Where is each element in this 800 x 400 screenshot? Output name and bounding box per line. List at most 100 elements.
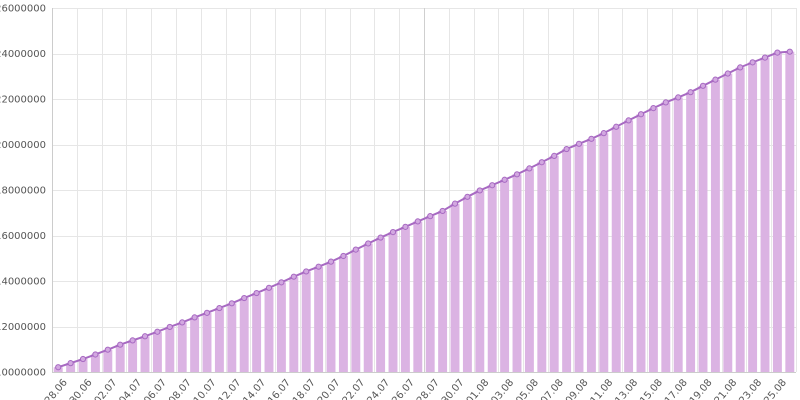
x-tick-label: 04.07 (117, 377, 144, 400)
bar (115, 344, 125, 372)
bar (772, 52, 782, 373)
data-point (613, 123, 620, 130)
data-point (439, 207, 446, 215)
bar (648, 108, 658, 372)
data-point (191, 314, 198, 321)
data-point (501, 176, 508, 183)
data-point (600, 130, 607, 137)
x-tick-label: 14.07 (241, 377, 268, 400)
data-point (662, 99, 669, 106)
x-tick-label: 02.07 (93, 377, 120, 400)
x-tick-label: 28.06 (43, 377, 70, 400)
x-tick-label: 19.08 (688, 377, 715, 400)
data-point (427, 213, 434, 220)
bar (289, 276, 299, 372)
y-tick-label: 14000000 (0, 277, 46, 288)
x-tick-label: 15.08 (638, 377, 665, 400)
data-point (141, 333, 149, 340)
bar (425, 216, 435, 372)
bar (599, 133, 609, 373)
data-point (278, 279, 285, 286)
bar (785, 51, 795, 373)
bar (177, 322, 187, 372)
x-tick-label: 26.07 (390, 377, 417, 400)
data-point (79, 355, 87, 363)
x-tick-label: 09.08 (564, 377, 591, 400)
bar (760, 57, 770, 373)
data-point (575, 140, 583, 147)
data-point (489, 182, 496, 189)
bar (624, 120, 634, 372)
data-point (737, 64, 744, 71)
bar (636, 114, 646, 373)
bar (128, 340, 138, 372)
bar (165, 326, 175, 372)
x-tick-label: 07.08 (539, 377, 566, 400)
y-tick-label: 18000000 (0, 186, 46, 197)
bar (462, 196, 472, 372)
y-tick-label: 26000000 (0, 4, 46, 15)
x-axis: 28.0630.0602.0704.0706.0708.0710.0712.07… (43, 377, 789, 400)
x-tick-label: 03.08 (489, 377, 516, 400)
x-tick-label: 17.08 (663, 377, 690, 400)
bar (90, 354, 100, 372)
grid (52, 8, 797, 373)
y-tick-label: 16000000 (0, 231, 46, 242)
x-tick-label: 20.07 (316, 377, 343, 400)
y-axis: 10000000 12000000 14000000 16000000 18000000… (0, 4, 46, 379)
bar (388, 232, 398, 372)
data-point (129, 337, 136, 344)
x-tick-label: 28.07 (415, 377, 442, 400)
bar (611, 126, 621, 372)
data-point (451, 200, 459, 207)
x-tick-label: 25.08 (762, 377, 789, 400)
x-tick-label: 13.08 (613, 377, 640, 400)
y-tick-label: 22000000 (0, 95, 46, 106)
bar (140, 336, 150, 372)
x-tick-label: 30.06 (68, 377, 95, 400)
data-point (625, 117, 632, 124)
data-point (724, 70, 731, 77)
data-point (563, 145, 570, 153)
data-point (241, 294, 248, 302)
bar (413, 221, 423, 372)
x-tick-label: 21.08 (713, 377, 740, 400)
bar (264, 287, 274, 372)
data-point (265, 284, 273, 291)
data-point (761, 54, 769, 61)
bar (152, 331, 162, 372)
data-point (712, 76, 719, 83)
bar (363, 243, 373, 372)
data-point (526, 165, 533, 172)
bar (686, 92, 696, 373)
data-point (365, 240, 372, 247)
data-point (315, 263, 322, 270)
data-point (303, 268, 310, 275)
bar (314, 266, 324, 372)
bar (400, 226, 410, 372)
bar (276, 282, 286, 372)
data-point (786, 48, 793, 55)
data-point (588, 135, 595, 142)
data-point (327, 258, 335, 265)
data-point (104, 346, 111, 353)
bar (673, 97, 683, 372)
bar (338, 255, 348, 372)
bar (450, 203, 460, 372)
bar (562, 149, 572, 372)
bar (438, 210, 448, 372)
bar (227, 303, 237, 372)
bar (698, 85, 708, 372)
bar (512, 174, 522, 372)
x-tick-label: 30.07 (440, 377, 467, 400)
bar (748, 62, 758, 373)
bar (537, 162, 547, 372)
bar (190, 317, 200, 372)
x-tick-label: 22.07 (341, 377, 368, 400)
data-point (538, 159, 545, 166)
data-point (92, 351, 99, 358)
data-point (774, 49, 781, 56)
bar (351, 249, 361, 372)
x-tick-label: 11.08 (589, 377, 616, 400)
